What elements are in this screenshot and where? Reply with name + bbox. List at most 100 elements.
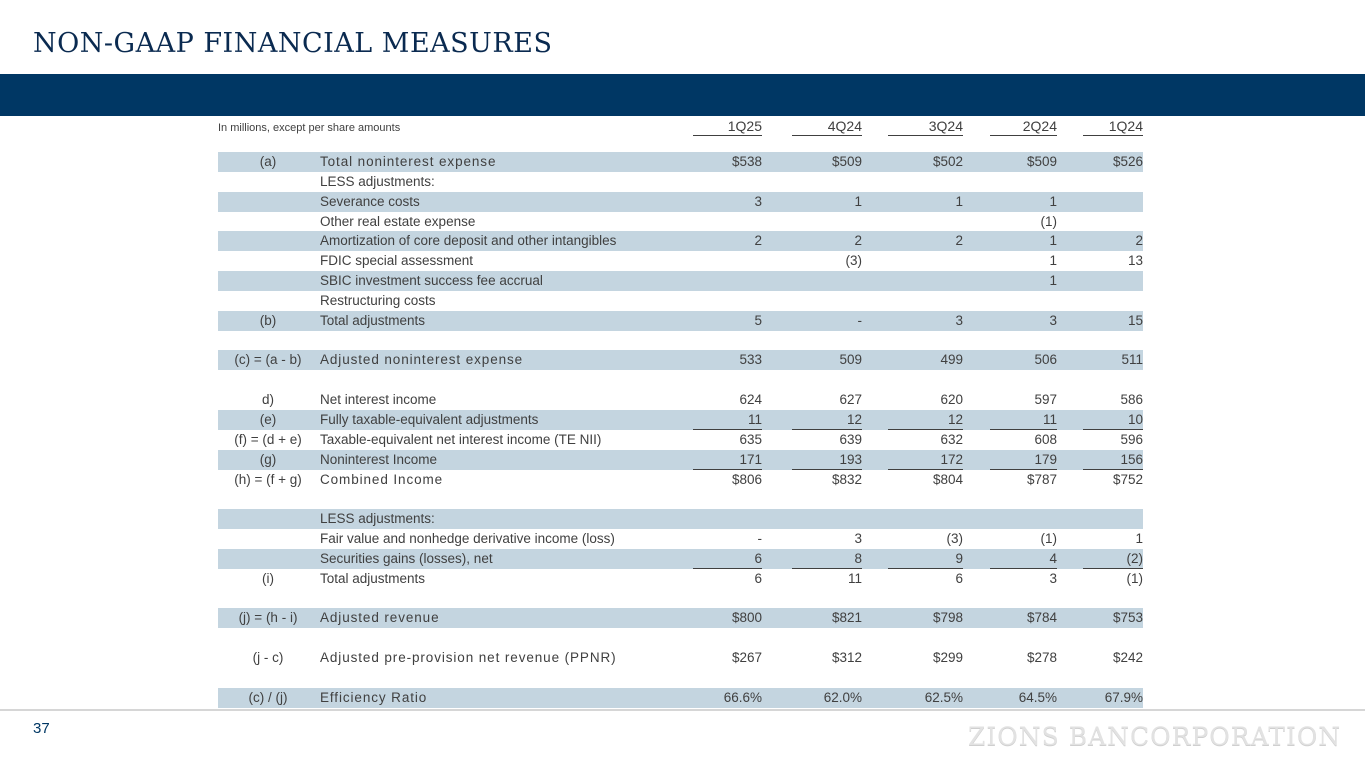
- row-label: Adjusted noninterest expense: [320, 352, 524, 368]
- cell-value: $832: [831, 471, 862, 487]
- column-header: 1Q24: [1083, 118, 1143, 136]
- cell-value: 597: [1034, 392, 1057, 408]
- row-reference: [218, 172, 318, 192]
- row-label: Total noninterest expense: [320, 154, 497, 169]
- row-reference: (e): [259, 411, 277, 427]
- cell-value: [990, 291, 1057, 311]
- column-gap: [862, 430, 888, 450]
- cell-value: [888, 331, 963, 351]
- column-gap: [963, 509, 990, 529]
- table-row: (f) = (d + e) Taxable-equivalent net inte…: [218, 430, 1143, 450]
- cell-value: 2: [754, 233, 762, 249]
- cell-value: [888, 668, 963, 688]
- cell-value: 193: [792, 450, 862, 470]
- column-gap: [963, 688, 990, 708]
- cell-value: [693, 271, 762, 291]
- column-gap: [1057, 251, 1083, 271]
- row-reference: d): [261, 392, 274, 408]
- row-label: Total adjustments: [320, 312, 426, 328]
- cell-value: 172: [888, 450, 963, 470]
- cell-value: [792, 331, 862, 351]
- row-reference: [218, 509, 318, 529]
- column-gap: [963, 192, 990, 212]
- row-reference: [218, 212, 318, 232]
- column-gap: [963, 628, 990, 648]
- column-header: 1Q25: [693, 118, 762, 136]
- row-reference: [218, 370, 318, 390]
- row-reference: (c) = (a - b): [234, 352, 302, 368]
- cell-value: 10: [1083, 410, 1143, 430]
- row-label: [318, 370, 693, 390]
- cell-value: 533: [739, 352, 762, 368]
- column-gap: [862, 628, 888, 648]
- cell-value: (3): [946, 531, 964, 547]
- column-gap: [762, 688, 792, 708]
- cell-value: -: [857, 312, 863, 328]
- row-reference: (j) = (h - i): [238, 610, 298, 626]
- cell-value: 5: [754, 312, 762, 328]
- column-gap: [762, 549, 792, 569]
- table-row: Amortization of core deposit and other i…: [218, 231, 1143, 252]
- row-reference: [218, 291, 318, 311]
- table-row: Fair value and nonhedge derivative incom…: [218, 529, 1143, 549]
- cell-value: 66.6%: [723, 689, 762, 705]
- column-gap: [1057, 152, 1083, 172]
- cell-value: [1083, 628, 1143, 648]
- column-gap: [862, 231, 888, 251]
- cell-value: [990, 668, 1057, 688]
- cell-value: [792, 628, 862, 648]
- row-label: FDIC special assessment: [320, 253, 474, 269]
- column-gap: [862, 509, 888, 529]
- column-gap: [1057, 628, 1083, 648]
- table-row: LESS adjustments:: [218, 509, 1143, 530]
- column-gap: [762, 450, 792, 470]
- table-row: FDIC special assessment (3) 1 13: [218, 251, 1143, 271]
- column-gap: [862, 489, 888, 509]
- row-reference: [218, 628, 318, 648]
- row-reference: (i): [262, 570, 274, 586]
- table-row: [218, 668, 1143, 688]
- row-reference: [218, 231, 318, 251]
- column-header: 2Q24: [990, 118, 1057, 136]
- column-gap: [862, 648, 888, 668]
- cell-value: $784: [1026, 610, 1057, 626]
- cell-value: 1: [1049, 233, 1057, 249]
- cell-value: $509: [831, 154, 862, 169]
- cell-value: [693, 509, 762, 529]
- column-gap: [762, 370, 792, 390]
- column-gap: [862, 688, 888, 708]
- cell-value: [792, 370, 862, 390]
- cell-value: [1083, 192, 1143, 212]
- row-reference: [218, 589, 318, 609]
- table-row: [218, 489, 1143, 509]
- row-label: [318, 331, 693, 351]
- column-gap: [963, 231, 990, 251]
- row-label: Securities gains (losses), net: [320, 550, 493, 566]
- column-gap: [762, 212, 792, 232]
- cell-value: [1083, 212, 1143, 232]
- cell-value: $312: [831, 650, 862, 666]
- column-gap: [862, 331, 888, 351]
- cell-value: [1083, 370, 1143, 390]
- column-gap: [963, 172, 990, 192]
- column-gap: [862, 589, 888, 609]
- column-gap: [963, 212, 990, 232]
- row-label: Severance costs: [320, 193, 420, 209]
- column-gap: [963, 668, 990, 688]
- cell-value: 12: [792, 410, 862, 430]
- row-reference: (b): [259, 312, 277, 328]
- column-gap: [862, 549, 888, 569]
- column-gap: [963, 390, 990, 410]
- cell-value: [792, 668, 862, 688]
- column-gap: [963, 569, 990, 589]
- cell-value: 509: [839, 352, 862, 368]
- column-gap: [1057, 172, 1083, 192]
- column-gap: [862, 529, 888, 549]
- column-gap: [762, 470, 792, 490]
- table-row: [218, 628, 1143, 648]
- column-gap: [862, 152, 888, 172]
- table-row: Severance costs 3 1 1 1: [218, 191, 1143, 212]
- table-row: [218, 331, 1143, 351]
- cell-value: 506: [1034, 352, 1057, 368]
- cell-value: $787: [1026, 471, 1057, 487]
